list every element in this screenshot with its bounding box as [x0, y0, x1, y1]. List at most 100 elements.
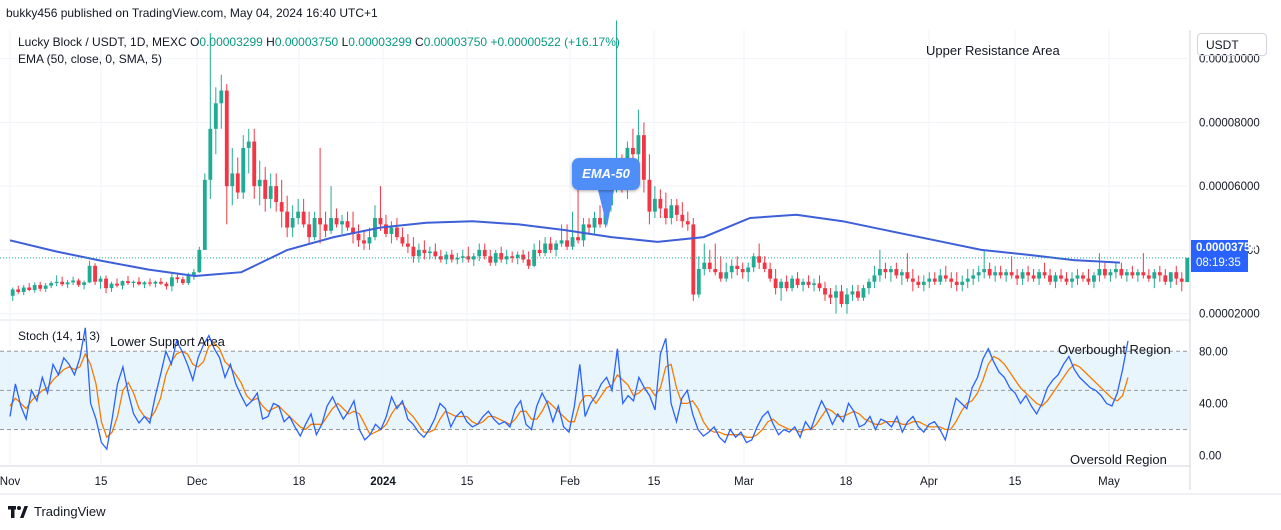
ohlc-close-label: C: [415, 35, 424, 49]
candle-body: [148, 282, 152, 284]
candle-body: [1048, 275, 1052, 282]
candle-body: [521, 254, 526, 260]
candle-body: [384, 224, 388, 234]
candle-body: [104, 278, 108, 289]
candle-body: [587, 224, 591, 228]
candle-body: [180, 279, 185, 284]
candle-body: [153, 281, 158, 284]
publish-header: bukky456 published on TradingView.com, M…: [6, 6, 378, 20]
candle-body: [405, 243, 410, 247]
candle-body: [718, 272, 723, 279]
candle-body: [910, 278, 915, 282]
time-tick-label: Feb: [560, 476, 580, 488]
candle-body: [652, 198, 657, 212]
ticker-legend: Lucky Block / USDT, 1D, MEXC O0.00003299…: [18, 35, 620, 49]
candle-body: [1108, 272, 1113, 276]
footer-brand: TradingView: [34, 504, 106, 519]
candle-body: [938, 275, 943, 282]
candle-body: [823, 288, 827, 295]
candle-body: [707, 262, 712, 270]
stoch-tick-label: 40.00: [1199, 398, 1228, 410]
candle-body: [449, 254, 454, 260]
candle-body: [296, 211, 301, 219]
candle-body: [1113, 269, 1118, 273]
candle-body: [790, 278, 795, 289]
candle-body: [356, 233, 361, 241]
ohlc-open: 0.00003299: [199, 35, 263, 49]
time-tick-label: 2024: [370, 476, 396, 488]
candle-body: [427, 251, 432, 254]
candle-body: [834, 291, 838, 298]
candle-body: [850, 291, 855, 295]
candle-body: [565, 240, 569, 247]
candle-body: [762, 262, 767, 270]
candle-body: [663, 208, 668, 219]
candle-body: [1135, 272, 1140, 276]
candle-body: [674, 205, 679, 215]
candle-body: [1059, 275, 1063, 279]
candle-body: [773, 278, 778, 289]
candle-body: [411, 246, 416, 257]
candle-body: [856, 291, 860, 298]
candle-body: [845, 294, 849, 305]
ticker-symbol: Lucky Block / USDT, 1D, MEXC: [18, 35, 187, 49]
candle-body: [949, 278, 954, 282]
candle-body: [543, 243, 548, 254]
candle-body: [894, 269, 899, 276]
candle-body: [1075, 275, 1080, 279]
ema-50-line: [9, 213, 1121, 278]
candle-body: [499, 253, 504, 260]
candle-body: [883, 269, 888, 273]
candle-body: [993, 272, 998, 276]
candle-body: [828, 294, 833, 298]
candle-body: [916, 281, 921, 285]
candle-body: [795, 278, 800, 285]
candle-body: [16, 289, 21, 292]
candle-body: [1146, 275, 1151, 279]
time-tick-label: Mar: [734, 476, 754, 488]
candle-body: [554, 243, 559, 250]
candle-body: [685, 221, 690, 225]
ohlc-low-label: L: [341, 35, 349, 49]
candle-body: [971, 275, 976, 279]
candle-body: [1009, 272, 1014, 276]
candle-body: [345, 221, 350, 228]
candle-body: [471, 256, 476, 260]
stoch-k-line: [9, 327, 1129, 451]
candle-body: [1152, 272, 1157, 279]
candle-body: [98, 278, 103, 282]
tradingview-logo-icon: [8, 505, 28, 518]
candle-body: [1092, 275, 1096, 282]
candle-body: [301, 211, 306, 225]
candle-body: [482, 249, 487, 257]
candle-body: [757, 256, 762, 263]
candle-body: [932, 278, 937, 282]
candle-body: [740, 269, 745, 273]
candle-body: [1097, 269, 1102, 276]
candle-body: [724, 272, 729, 279]
candle-body: [905, 272, 910, 279]
candle-body: [982, 269, 987, 273]
candle-body: [235, 173, 240, 193]
candle-body: [142, 282, 147, 285]
candle-body: [290, 218, 295, 228]
candle-body: [351, 227, 355, 234]
candle-body: [268, 186, 273, 199]
candle-body: [120, 281, 125, 286]
candle-body: [191, 272, 196, 277]
candle-body: [367, 237, 372, 244]
candle-body: [899, 272, 904, 276]
candle-body: [38, 284, 43, 289]
candle-body: [1179, 278, 1184, 282]
candle-body: [76, 280, 81, 285]
candle-body: [334, 218, 339, 225]
candle-body: [1163, 275, 1168, 282]
currency-selector[interactable]: USDT: [1197, 33, 1267, 56]
candle-body: [954, 281, 959, 285]
candle-body: [636, 135, 641, 155]
candle-body: [998, 272, 1003, 276]
candle-body: [208, 128, 213, 180]
candle-body: [164, 283, 169, 287]
candle-body: [109, 283, 114, 289]
